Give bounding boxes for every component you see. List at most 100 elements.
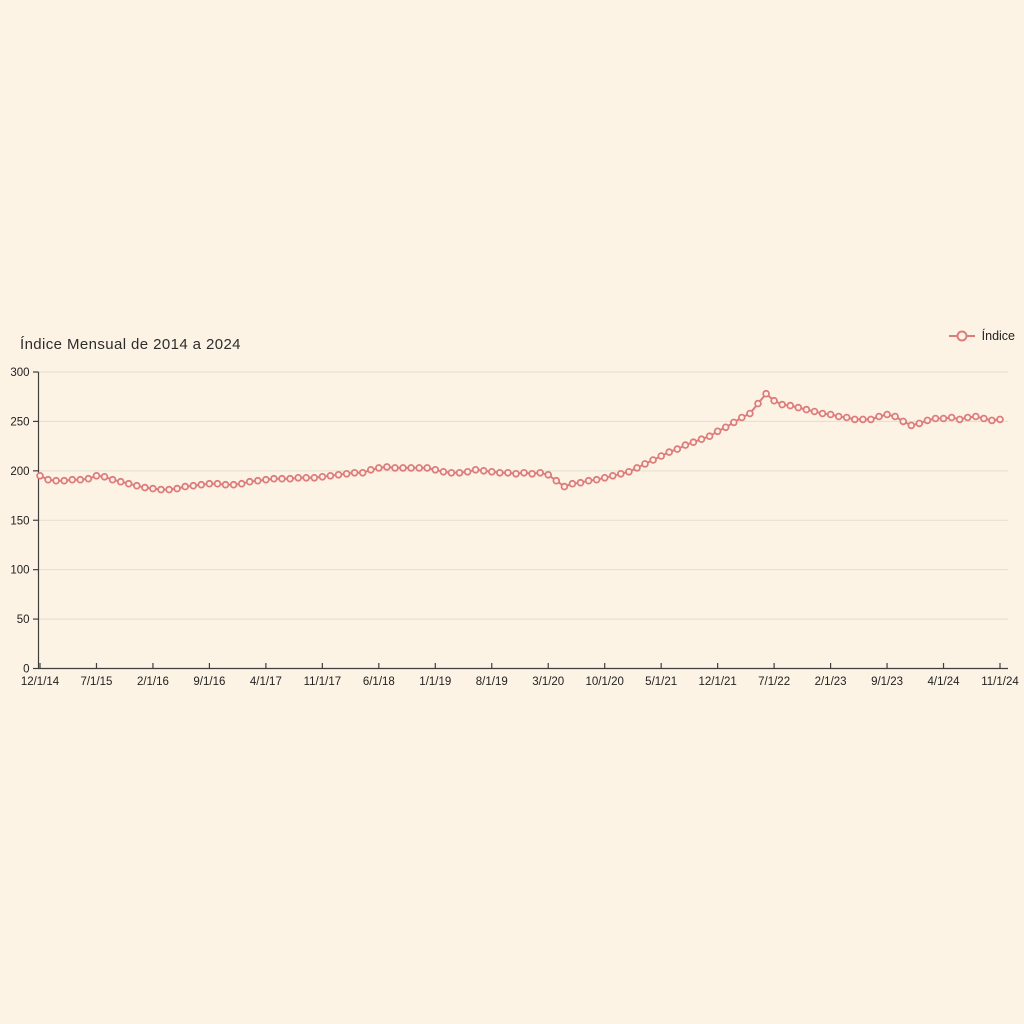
data-point-marker xyxy=(439,467,448,476)
data-point-marker xyxy=(487,467,496,476)
data-point-marker xyxy=(826,410,835,419)
data-point-marker xyxy=(44,475,52,484)
x-tick-label: 10/1/20 xyxy=(586,676,624,688)
data-point-marker xyxy=(802,405,811,414)
data-point-marker xyxy=(84,474,93,483)
data-point-marker xyxy=(560,482,569,491)
x-tick-label: 5/1/21 xyxy=(645,676,677,688)
x-tick-label: 9/1/23 xyxy=(871,676,903,688)
data-point-marker xyxy=(633,464,641,472)
x-axis-ticks: 12/1/14 7/1/15 2/1/16 9/1/16 4/1/17 11/1/17 6/… xyxy=(21,663,1019,688)
data-point-marker xyxy=(980,414,988,423)
data-point-marker xyxy=(955,415,964,424)
data-point-marker xyxy=(649,456,657,464)
data-point-marker xyxy=(157,485,165,494)
y-tick-label: 50 xyxy=(17,614,30,626)
data-point-marker xyxy=(350,468,359,477)
data-point-marker xyxy=(859,415,867,424)
data-point-marker xyxy=(568,479,577,488)
series-indice xyxy=(36,389,1004,494)
x-tick-label: 7/1/22 xyxy=(758,676,790,688)
data-point-marker xyxy=(366,465,375,474)
data-point-marker xyxy=(407,464,415,472)
data-point-marker xyxy=(923,416,932,425)
data-point-marker xyxy=(479,466,488,475)
data-point-marker xyxy=(124,479,133,488)
data-point-marker xyxy=(36,471,44,480)
data-point-marker xyxy=(278,474,286,483)
data-point-marker xyxy=(383,463,391,471)
data-point-marker xyxy=(76,475,85,484)
data-point-marker xyxy=(544,470,552,479)
data-point-marker xyxy=(399,464,407,472)
data-point-marker xyxy=(729,418,738,427)
data-point-marker xyxy=(536,468,544,477)
data-point-marker xyxy=(318,472,327,481)
data-point-marker xyxy=(891,412,899,421)
data-point-marker xyxy=(818,409,827,418)
data-point-marker xyxy=(310,473,319,482)
x-tick-label: 4/1/24 xyxy=(928,676,961,688)
data-point-marker xyxy=(463,467,472,476)
data-point-marker xyxy=(495,468,504,477)
data-point-marker xyxy=(592,475,601,484)
data-point-marker xyxy=(342,469,351,478)
data-point-marker xyxy=(141,483,149,492)
x-tick-label: 2/1/23 xyxy=(815,676,847,688)
data-point-marker xyxy=(721,423,730,432)
x-tick-label: 4/1/17 xyxy=(250,676,282,688)
data-point-marker xyxy=(374,464,383,472)
data-point-marker xyxy=(770,396,778,405)
data-point-marker xyxy=(92,471,101,480)
y-tick-label: 250 xyxy=(10,416,29,428)
data-point-marker xyxy=(326,471,335,480)
data-point-marker xyxy=(963,413,972,422)
data-point-marker xyxy=(415,464,424,472)
legend-item-indice[interactable]: Índice xyxy=(948,329,1015,343)
data-point-marker xyxy=(334,470,343,479)
data-point-marker xyxy=(189,481,198,490)
data-point-marker xyxy=(842,413,851,422)
y-tick-label: 300 xyxy=(10,367,29,379)
data-point-marker xyxy=(689,438,698,447)
x-tick-label: 3/1/20 xyxy=(532,676,564,688)
data-point-marker xyxy=(625,467,633,476)
data-point-marker xyxy=(988,416,996,425)
data-point-marker xyxy=(899,417,907,426)
data-point-marker xyxy=(213,479,222,488)
data-point-marker xyxy=(608,471,617,480)
data-point-marker xyxy=(641,460,649,468)
data-point-marker xyxy=(100,472,109,481)
data-point-marker xyxy=(754,399,762,408)
data-point-marker xyxy=(229,480,238,489)
data-point-marker xyxy=(447,468,456,477)
data-point-marker xyxy=(657,452,665,460)
data-point-marker xyxy=(455,468,464,477)
data-point-marker xyxy=(197,480,206,489)
x-tick-label: 11/1/17 xyxy=(304,676,342,688)
data-point-marker xyxy=(173,484,181,493)
data-point-marker xyxy=(52,476,60,485)
data-point-marker xyxy=(673,445,682,453)
data-point-marker xyxy=(391,464,399,472)
data-point-marker xyxy=(294,473,303,482)
data-point-marker xyxy=(116,477,125,486)
data-point-marker xyxy=(431,465,440,474)
data-point-marker xyxy=(850,415,859,424)
y-tick-label: 150 xyxy=(10,515,29,527)
data-point-marker xyxy=(108,475,117,484)
data-point-marker xyxy=(778,400,786,409)
data-point-marker xyxy=(931,414,940,423)
data-point-marker xyxy=(358,468,367,477)
data-point-marker xyxy=(786,401,795,410)
data-point-marker xyxy=(737,413,746,422)
data-point-marker xyxy=(762,389,770,398)
x-tick-label: 12/1/14 xyxy=(21,676,60,688)
x-tick-label: 2/1/16 xyxy=(137,676,169,688)
data-point-marker xyxy=(245,477,254,486)
x-tick-label: 9/1/16 xyxy=(193,676,225,688)
data-point-marker xyxy=(947,413,956,422)
data-point-marker xyxy=(883,410,891,419)
x-tick-label: 1/1/19 xyxy=(419,676,451,688)
